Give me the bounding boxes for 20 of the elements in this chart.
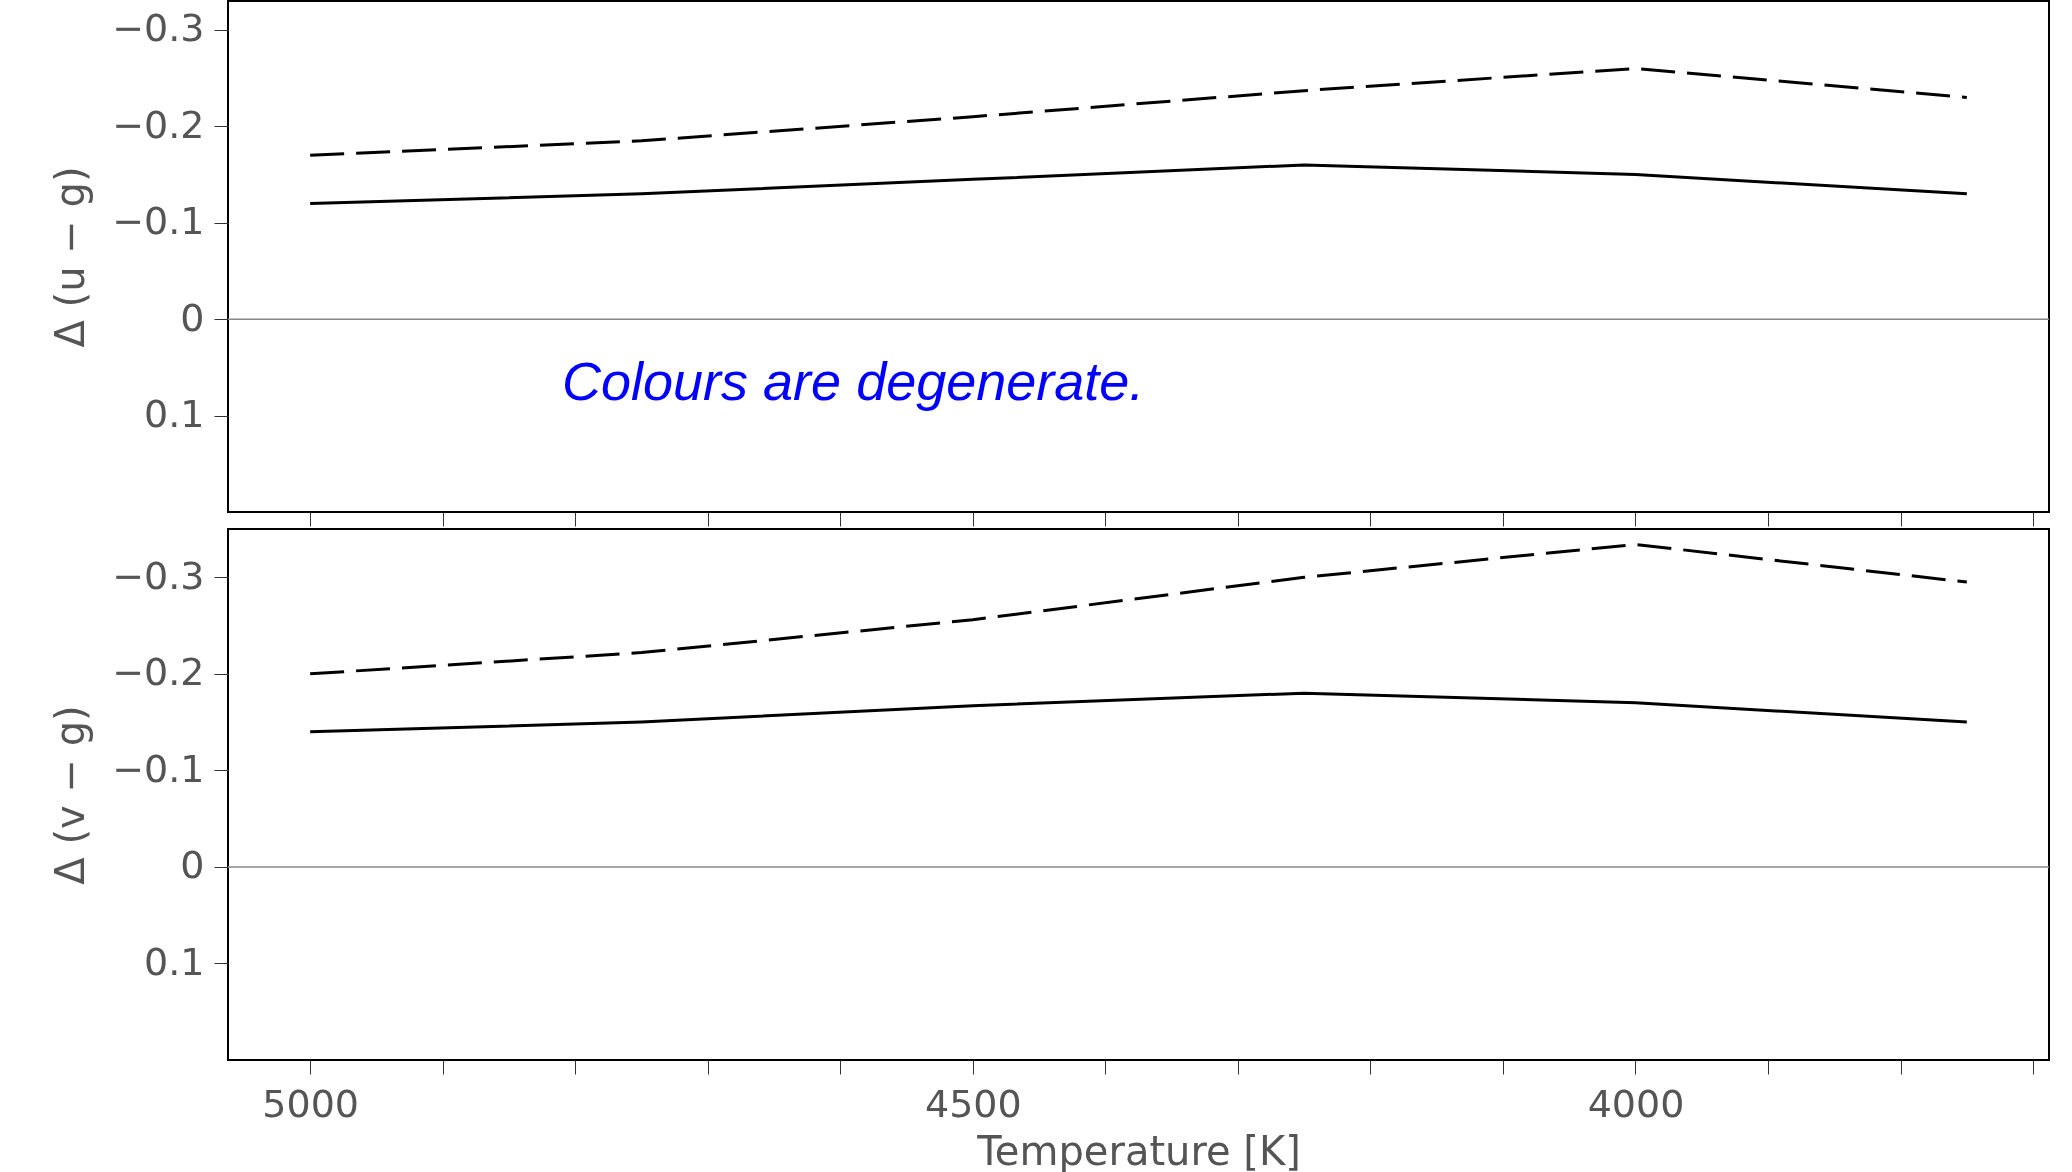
line-series [308,542,1969,676]
y-tick-label: 0.1 [144,392,205,437]
annotation: Colours are degenerate. [562,351,1145,412]
y-tick-label: −0.1 [112,199,205,244]
y-tick-label: 0 [180,295,205,340]
y-tick-label: −0.3 [112,553,205,598]
line-series [308,691,1969,734]
y-tick-label: 0.1 [144,939,205,984]
x-tick-label: 4500 [924,1081,1022,1126]
x-tick-label: 5000 [262,1081,360,1126]
y-tick-label: −0.3 [112,6,205,51]
y-tick-label: −0.2 [112,102,205,147]
line-series [308,163,1969,205]
y-axis-title: Δ (u − g) [47,166,94,348]
y-axis-title: Δ (v − g) [47,705,94,885]
line-series [308,66,1969,157]
x-tick-label: 4000 [1587,1081,1685,1126]
y-tick-label: −0.1 [112,746,205,791]
y-tick-label: −0.2 [112,650,205,695]
y-tick-label: 0 [180,843,205,888]
